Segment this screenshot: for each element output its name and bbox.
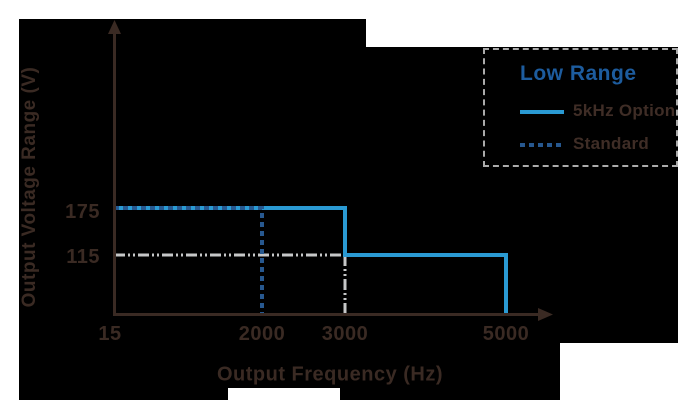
x-tick-15: 15 xyxy=(98,323,122,345)
y-tick-175: 175 xyxy=(65,201,100,223)
legend-title: Low Range xyxy=(520,62,637,85)
x-tick-2000: 2000 xyxy=(238,323,286,345)
legend-label-standard: Standard xyxy=(573,134,650,153)
x-tick-5000: 5000 xyxy=(482,323,530,345)
legend-box: Low Range 5kHz Option Standard xyxy=(483,48,678,167)
legend-label-5khz-option: 5kHz Option xyxy=(573,101,676,120)
x-axis-title: Output Frequency (Hz) xyxy=(216,363,444,386)
panel-bottom-notch xyxy=(228,388,340,400)
y-axis-title: Output Voltage Range (V) xyxy=(19,66,40,308)
legend-swatch-dashed-line xyxy=(520,143,564,147)
y-tick-115: 115 xyxy=(66,246,100,268)
x-tick-3000: 3000 xyxy=(321,323,369,345)
legend-swatch-solid-line xyxy=(520,110,564,114)
